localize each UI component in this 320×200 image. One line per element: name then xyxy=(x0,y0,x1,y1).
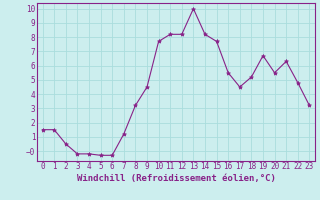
X-axis label: Windchill (Refroidissement éolien,°C): Windchill (Refroidissement éolien,°C) xyxy=(76,174,276,183)
